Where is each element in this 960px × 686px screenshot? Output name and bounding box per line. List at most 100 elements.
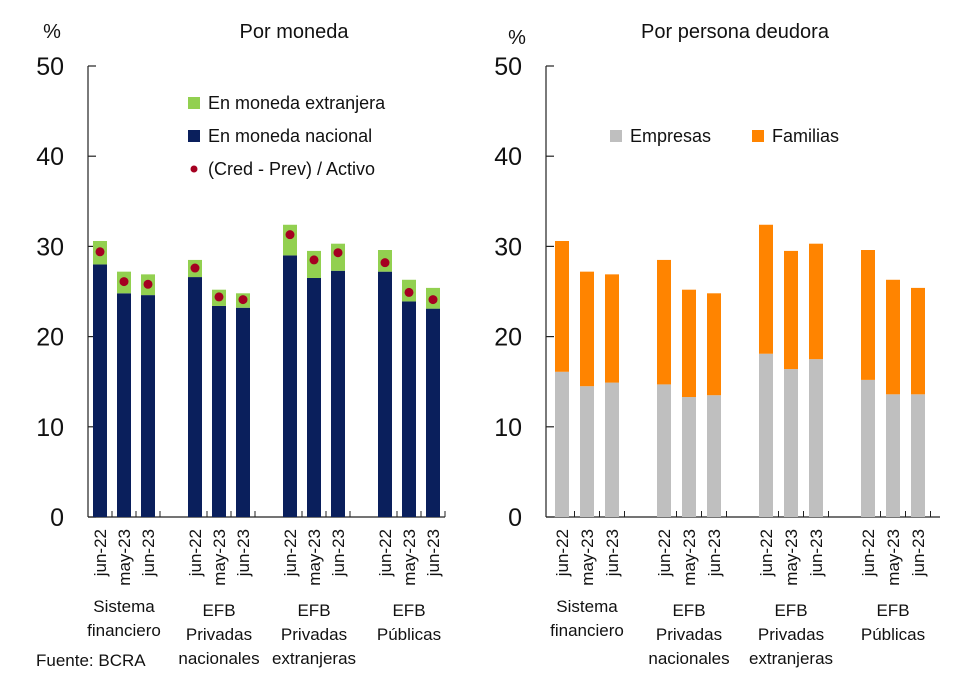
- legend: En moneda extranjera En moneda nacional (C…: [188, 93, 386, 179]
- x-group-label: Privadas: [281, 625, 347, 644]
- x-category-label: may-23: [578, 529, 597, 586]
- x-category-label: jun-23: [807, 529, 826, 577]
- x-group-label: Sistema: [556, 597, 618, 616]
- bar-empresas: [707, 395, 721, 517]
- x-category-label: jun-22: [655, 529, 674, 577]
- y-tick-label: 40: [494, 143, 522, 171]
- legend-swatch-dot: [190, 165, 198, 173]
- dot-cred-prev-activo: [95, 247, 105, 257]
- legend: Empresas Familias: [610, 126, 839, 146]
- x-group-label: Públicas: [377, 625, 441, 644]
- bar-en-moneda-nacional: [283, 255, 297, 518]
- bar-en-moneda-nacional: [188, 277, 202, 517]
- x-category-label: may-23: [210, 529, 229, 586]
- bar-en-moneda-nacional: [212, 305, 226, 517]
- bar-familias: [657, 259, 671, 385]
- bar-empresas: [759, 353, 773, 517]
- bar-empresas: [784, 369, 798, 517]
- dot-cred-prev-activo: [190, 263, 200, 273]
- x-group-label: EFB: [202, 601, 235, 620]
- x-category-label: may-23: [305, 529, 324, 586]
- x-category-label: jun-22: [281, 529, 300, 577]
- bar-empresas: [861, 379, 875, 517]
- bar-empresas: [555, 371, 569, 517]
- x-group-label: Privadas: [656, 625, 722, 644]
- x-group-label: nacionales: [178, 649, 259, 668]
- legend-item: (Cred - Prev) / Activo: [190, 159, 375, 179]
- chart-title: Por moneda: [240, 21, 350, 43]
- bar-familias: [784, 250, 798, 370]
- x-category-label: jun-23: [705, 529, 724, 577]
- legend-swatch: [610, 130, 622, 142]
- x-category-label: jun-22: [186, 529, 205, 577]
- dot-cred-prev-activo: [285, 230, 295, 240]
- bar-empresas: [657, 384, 671, 517]
- legend-label: Familias: [772, 126, 839, 146]
- x-category-label: jun-23: [909, 529, 928, 577]
- legend-item: En moneda nacional: [188, 126, 372, 146]
- x-group-label: extranjeras: [272, 649, 356, 668]
- bar-familias: [682, 289, 696, 398]
- dot-cred-prev-activo: [404, 287, 414, 297]
- x-category-label: may-23: [782, 529, 801, 586]
- bar-familias: [809, 243, 823, 360]
- bar-familias: [911, 287, 925, 395]
- y-tick-label: 50: [494, 53, 522, 81]
- x-group-label: nacionales: [648, 649, 729, 668]
- y-tick-label: 0: [508, 504, 522, 532]
- bar-familias: [861, 250, 875, 380]
- dot-cred-prev-activo: [309, 255, 319, 265]
- bar-en-moneda-nacional: [331, 270, 345, 517]
- panel-por-moneda: Por moneda% 0 10 20 30 40 50 jun-22 may-23 jun-23…: [36, 21, 446, 668]
- x-group-label: Públicas: [861, 625, 925, 644]
- dot-cred-prev-activo: [380, 258, 390, 268]
- x-category-label: jun-22: [757, 529, 776, 577]
- x-category-label: jun-23: [139, 529, 158, 577]
- bar-en-moneda-nacional: [93, 264, 107, 517]
- x-category-label: jun-22: [91, 529, 110, 577]
- y-tick-label: 20: [494, 324, 522, 352]
- x-group-label: EFB: [672, 601, 705, 620]
- bar-en-moneda-extranjera: [331, 243, 345, 271]
- legend-item: Empresas: [610, 126, 711, 146]
- y-axis-unit-label: %: [43, 21, 61, 43]
- bar-en-moneda-nacional: [378, 271, 392, 517]
- x-category-label: jun-22: [376, 529, 395, 577]
- x-group-label: EFB: [774, 601, 807, 620]
- source-note: Fuente: BCRA: [36, 651, 146, 670]
- bar-empresas: [682, 397, 696, 517]
- x-category-label: may-23: [400, 529, 419, 586]
- legend-label: En moneda nacional: [208, 126, 372, 146]
- bar-familias: [580, 271, 594, 387]
- x-category-label: may-23: [115, 529, 134, 586]
- bar-en-moneda-nacional: [426, 308, 440, 517]
- x-group-label: financiero: [87, 621, 161, 640]
- bar-en-moneda-nacional: [236, 307, 250, 517]
- bar-familias: [886, 279, 900, 395]
- bar-empresas: [580, 386, 594, 517]
- y-tick-label: 40: [36, 143, 64, 171]
- x-group-label: EFB: [876, 601, 909, 620]
- y-tick-label: 30: [494, 233, 522, 261]
- x-category-label: may-23: [884, 529, 903, 586]
- x-category-label: jun-23: [603, 529, 622, 577]
- legend-label: Empresas: [630, 126, 711, 146]
- chart-title: Por persona deudora: [641, 21, 830, 43]
- y-axis-unit-label: %: [508, 27, 526, 49]
- bar-en-moneda-nacional: [307, 277, 321, 517]
- bar-empresas: [886, 394, 900, 517]
- x-group-label: Sistema: [93, 597, 155, 616]
- legend-item: Familias: [752, 126, 839, 146]
- bar-empresas: [911, 394, 925, 517]
- bar-en-moneda-extranjera: [307, 250, 321, 278]
- x-group-label: extranjeras: [749, 649, 833, 668]
- legend-label: En moneda extranjera: [208, 93, 386, 113]
- y-tick-label: 50: [36, 53, 64, 81]
- bar-familias: [707, 293, 721, 396]
- x-group-label: financiero: [550, 621, 624, 640]
- x-group-label: EFB: [392, 601, 425, 620]
- dot-cred-prev-activo: [333, 248, 343, 258]
- y-tick-label: 10: [494, 414, 522, 442]
- bar-en-moneda-nacional: [117, 293, 131, 517]
